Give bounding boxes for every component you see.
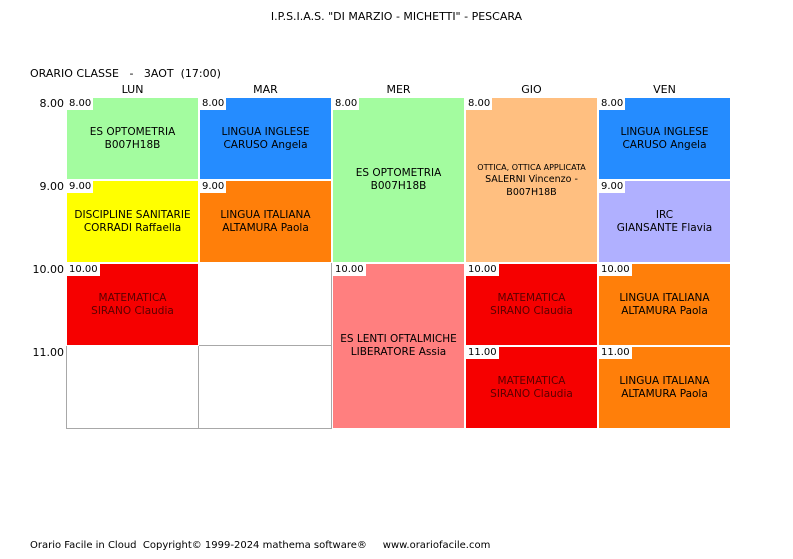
lesson-teacher: SIRANO Claudia xyxy=(490,387,573,400)
class-time: (17:00) xyxy=(180,67,221,80)
lesson-teacher: B007H18B xyxy=(370,180,427,192)
lesson-subject: ES OPTOMETRIA xyxy=(89,125,176,138)
lesson-content: MATEMATICA SIRANO Claudia xyxy=(466,264,597,345)
hour-label-11: 11.00 xyxy=(32,346,65,359)
class-separator: - xyxy=(129,67,134,80)
lesson-subject: MATEMATICA xyxy=(497,291,566,304)
lesson-content: IRC GIANSANTE Flavia xyxy=(599,181,730,262)
lesson-subject: MATEMATICA xyxy=(98,291,167,304)
lesson-subject: DISCIPLINE SANITARIE xyxy=(74,208,191,221)
grid-cell xyxy=(66,346,199,429)
day-header-lun: LUN xyxy=(121,83,144,96)
lesson-content: LINGUA INGLESE CARUSO Angela xyxy=(200,98,331,179)
lesson-subject: LINGUA ITALIANA xyxy=(619,374,710,387)
lesson-start-time: 11.00 xyxy=(599,347,632,359)
lesson-teacher: LIBERATORE Assia xyxy=(350,346,447,358)
lesson-block[interactable]: ES OPTOMETRIA B007H18B 8.00 xyxy=(66,97,199,180)
lesson-start-time: 8.00 xyxy=(466,98,493,110)
lesson-start-time: 9.00 xyxy=(200,181,227,193)
lesson-block[interactable]: ES LENTI OFTALMICHE LIBERATORE Assia 10.00 xyxy=(332,263,465,429)
lesson-teacher: B007H18B xyxy=(104,138,161,151)
lesson-block[interactable]: LINGUA ITALIANA ALTAMURA Paola 9.00 xyxy=(199,180,332,263)
lesson-start-time: 10.00 xyxy=(333,264,366,276)
lesson-block[interactable]: ES OPTOMETRIA B007H18B 8.00 xyxy=(332,97,465,263)
lesson-start-time: 10.00 xyxy=(599,264,632,276)
lesson-start-time: 11.00 xyxy=(466,347,499,359)
lesson-teacher: ALTAMURA Paola xyxy=(621,304,708,317)
footer-url[interactable]: www.orariofacile.com xyxy=(382,540,491,551)
hour-label-8: 8.00 xyxy=(39,97,65,110)
lesson-start-time: 8.00 xyxy=(333,98,360,110)
lesson-start-time: 9.00 xyxy=(67,181,94,193)
lesson-content: LINGUA ITALIANA ALTAMURA Paola xyxy=(599,347,730,428)
lesson-subject: LINGUA ITALIANA xyxy=(619,291,710,304)
class-header: ORARIO CLASSE - 3AOT (17:00) xyxy=(30,67,221,80)
school-title: I.P.S.I.A.S. "DI MARZIO - MICHETTI" - PE… xyxy=(270,10,523,23)
lesson-content: ES OPTOMETRIA B007H18B xyxy=(67,98,198,179)
lesson-subject: ES OPTOMETRIA xyxy=(355,167,442,179)
hour-label-10: 10.00 xyxy=(32,263,65,276)
lesson-subject: MATEMATICA xyxy=(497,374,566,387)
footer-copyright: Copyright© 1999-2024 mathema software® xyxy=(142,540,367,551)
grid-cell xyxy=(199,346,332,429)
lesson-content: ES OPTOMETRIA B007H18B xyxy=(333,98,464,262)
lesson-block[interactable]: MATEMATICA SIRANO Claudia 10.00 xyxy=(465,263,598,346)
footer: Orario Facile in Cloud Copyright© 1999-2… xyxy=(30,540,490,551)
class-label: ORARIO CLASSE xyxy=(30,67,119,80)
lesson-teacher: GIANSANTE Flavia xyxy=(616,221,713,234)
lesson-teacher: CARUSO Angela xyxy=(622,138,707,151)
lesson-teacher: CORRADI Raffaella xyxy=(83,221,182,234)
lesson-block[interactable]: OTTICA, OTTICA APPLICATA SALERNI Vincenzo… xyxy=(465,97,598,263)
lesson-block[interactable]: LINGUA INGLESE CARUSO Angela 8.00 xyxy=(199,97,332,180)
lesson-content: OTTICA, OTTICA APPLICATA SALERNI Vincenzo… xyxy=(466,98,597,262)
lesson-content: LINGUA ITALIANA ALTAMURA Paola xyxy=(200,181,331,262)
lesson-teacher: SIRANO Claudia xyxy=(91,304,174,317)
lesson-start-time: 10.00 xyxy=(67,264,100,276)
day-header-mar: MAR xyxy=(253,83,278,96)
lesson-subject: IRC xyxy=(655,208,674,221)
lesson-subject: LINGUA INGLESE xyxy=(620,125,709,138)
lesson-block[interactable]: LINGUA ITALIANA ALTAMURA Paola 10.00 xyxy=(598,263,731,346)
day-header-mer: MER xyxy=(386,83,411,96)
lesson-teacher: ALTAMURA Paola xyxy=(222,221,309,234)
lesson-block[interactable]: MATEMATICA SIRANO Claudia 10.00 xyxy=(66,263,199,346)
lesson-block[interactable]: LINGUA ITALIANA ALTAMURA Paola 11.00 xyxy=(598,346,731,429)
lesson-teacher: CARUSO Angela xyxy=(223,138,308,151)
lesson-block[interactable]: LINGUA INGLESE CARUSO Angela 8.00 xyxy=(598,97,731,180)
footer-product: Orario Facile in Cloud xyxy=(30,540,137,551)
lesson-teacher: SIRANO Claudia xyxy=(490,304,573,317)
hour-label-9: 9.00 xyxy=(39,180,65,193)
lesson-start-time: 10.00 xyxy=(466,264,499,276)
lesson-content: MATEMATICA SIRANO Claudia xyxy=(466,347,597,428)
lesson-content: LINGUA INGLESE CARUSO Angela xyxy=(599,98,730,179)
lesson-start-time: 8.00 xyxy=(599,98,626,110)
class-name: 3AOT xyxy=(143,67,174,80)
timetable-grid: ES OPTOMETRIA B007H18B 8.00 DISCIPLINE SANI… xyxy=(66,97,731,429)
lesson-subject: LINGUA ITALIANA xyxy=(220,208,311,221)
lesson-block[interactable]: DISCIPLINE SANITARIE CORRADI Raffaella 9.0… xyxy=(66,180,199,263)
lesson-start-time: 9.00 xyxy=(599,181,626,193)
lesson-subject: OTTICA, OTTICA APPLICATA xyxy=(477,162,586,172)
lesson-teacher: ALTAMURA Paola xyxy=(621,387,708,400)
lesson-subject: LINGUA INGLESE xyxy=(221,125,310,138)
grid-cell xyxy=(199,263,332,346)
lesson-start-time: 8.00 xyxy=(67,98,94,110)
lesson-teacher: SALERNI Vincenzo - B007H18B xyxy=(485,173,578,198)
lesson-content: MATEMATICA SIRANO Claudia xyxy=(67,264,198,345)
day-header-gio: GIO xyxy=(521,83,542,96)
lesson-content: DISCIPLINE SANITARIE CORRADI Raffaella xyxy=(67,181,198,262)
lesson-content: LINGUA ITALIANA ALTAMURA Paola xyxy=(599,264,730,345)
day-header-ven: VEN xyxy=(653,83,676,96)
lesson-block[interactable]: IRC GIANSANTE Flavia 9.00 xyxy=(598,180,731,263)
lesson-subject: ES LENTI OFTALMICHE xyxy=(340,333,457,345)
lesson-content: ES LENTI OFTALMICHE LIBERATORE Assia xyxy=(333,264,464,428)
lesson-block[interactable]: MATEMATICA SIRANO Claudia 11.00 xyxy=(465,346,598,429)
lesson-start-time: 8.00 xyxy=(200,98,227,110)
